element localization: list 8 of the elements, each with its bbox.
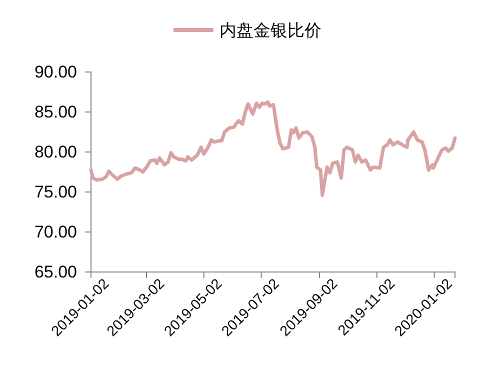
y-tick-label: 80.00 — [34, 142, 77, 162]
line-series — [89, 100, 457, 197]
y-tick-label: 90.00 — [34, 62, 77, 82]
y-tick-label: 70.00 — [34, 222, 77, 242]
legend-label: 内盘金银比价 — [220, 20, 322, 40]
y-tick-label: 65.00 — [34, 262, 77, 282]
y-tick-label: 75.00 — [34, 182, 77, 202]
y-tick-label: 85.00 — [34, 102, 77, 122]
